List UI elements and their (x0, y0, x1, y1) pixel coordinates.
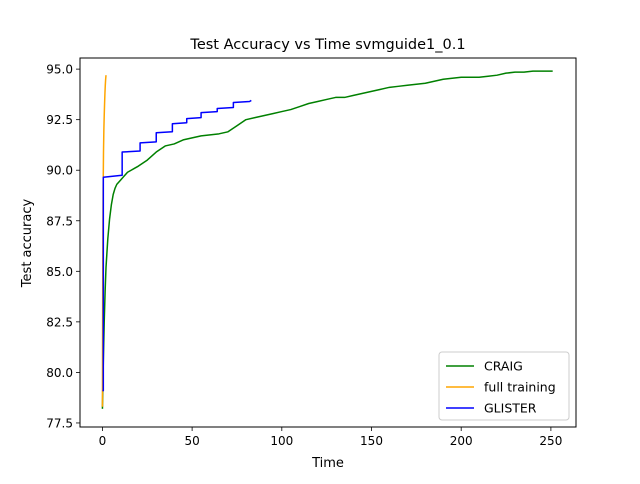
y-tick-label: 85.0 (46, 265, 73, 279)
y-tick-label: 90.0 (46, 164, 73, 178)
y-axis-ticks: 77.5 80.0 82.5 85.0 87.5 90.0 92.5 95.0 (46, 63, 80, 430)
y-tick-label: 95.0 (46, 63, 73, 77)
axes-frame (79, 57, 577, 428)
y-tick-label: 77.5 (46, 416, 73, 430)
x-tick-label: 50 (184, 434, 199, 448)
x-tick-label: 250 (539, 434, 562, 448)
x-axis-label: Time (311, 456, 344, 471)
series-line-glister (102, 99, 252, 392)
legend-box (438, 351, 570, 421)
legend-label: GLISTER (484, 401, 537, 416)
legend-label: full training (484, 380, 556, 395)
y-tick-label: 82.5 (46, 315, 73, 329)
chart-title: Test Accuracy vs Time svmguide1_0.1 (189, 37, 465, 53)
legend: CRAIG full training GLISTER (438, 351, 570, 421)
y-axis-label: Test accuracy (20, 199, 35, 289)
series-line-craig (101, 70, 553, 409)
x-axis-ticks: 0 50 100 150 200 250 (99, 427, 562, 448)
legend-label: CRAIG (484, 359, 523, 374)
x-tick-label: 150 (360, 434, 383, 448)
x-tick-label: 200 (450, 434, 473, 448)
x-tick-label: 0 (99, 434, 107, 448)
x-tick-label: 100 (270, 434, 293, 448)
y-tick-label: 80.0 (46, 366, 73, 380)
y-tick-label: 92.5 (46, 113, 73, 127)
plot-lines (101, 70, 553, 409)
y-tick-label: 87.5 (46, 214, 73, 228)
